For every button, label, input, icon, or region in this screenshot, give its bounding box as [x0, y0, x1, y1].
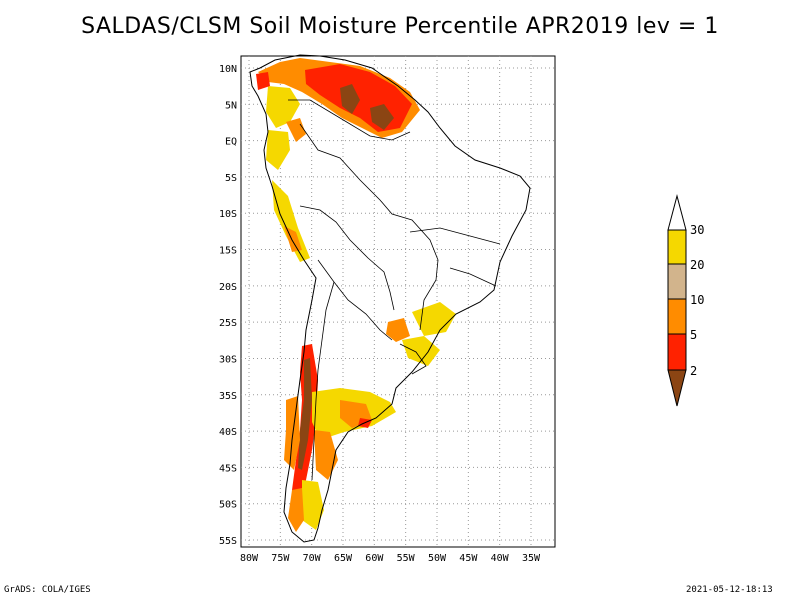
lon-tick-label: 75W [271, 553, 290, 564]
colorbar: 30 20 10 5 2 [667, 194, 704, 407]
lon-tick-label: 55W [397, 553, 416, 564]
lon-tick-label: 40W [491, 553, 510, 564]
lon-tick-label: 65W [334, 553, 353, 564]
lat-tick-label: 45S [219, 463, 237, 474]
lat-tick-label: 40S [219, 427, 237, 438]
colorbar-label-2: 2 [690, 364, 697, 378]
lon-tick-label: 50W [428, 553, 447, 564]
country-borders [288, 99, 501, 481]
lat-tick-label: 5N [225, 100, 237, 111]
lat-tick-label: 55S [219, 536, 237, 547]
colorbar-bin-10 [667, 298, 687, 335]
south-america-outline [249, 54, 531, 543]
lat-tick-label: 15S [219, 246, 237, 257]
lat-tick-label: 20S [219, 282, 237, 293]
colorbar-bin-30 [667, 229, 687, 265]
colorbar-bin-20 [667, 263, 687, 300]
footer-timestamp: 2021-05-12-18:13 [686, 585, 773, 595]
lat-tick-label: 35S [219, 391, 237, 402]
colorbar-label-10: 10 [690, 293, 704, 307]
colorbar-label-20: 20 [690, 258, 704, 272]
colorbar-bin-5 [667, 333, 687, 371]
map-title: SALDAS/CLSM Soil Moisture Percentile APR… [81, 14, 719, 39]
lat-tick-label: 5S [225, 173, 237, 184]
map-frame [240, 55, 556, 548]
colorbar-top-arrow [667, 194, 687, 231]
latitude-labels: 10N 5N EQ 5S 10S 15S 20S 25S 30S 35S 40S 45S 50S 55S [219, 64, 237, 547]
lon-tick-label: 70W [303, 553, 322, 564]
lat-tick-label: EQ [225, 137, 237, 148]
footer-credit: GrADS: COLA/IGES [4, 585, 91, 595]
colorbar-label-30: 30 [690, 223, 704, 237]
lon-tick-label: 35W [522, 553, 541, 564]
soil-moisture-shading [256, 58, 456, 532]
lon-tick-label: 45W [459, 553, 478, 564]
colorbar-label-5: 5 [690, 328, 697, 342]
colorbar-bottom-arrow [667, 369, 687, 407]
longitude-labels: 80W 75W 70W 65W 60W 55W 50W 45W 40W 35W [240, 553, 541, 564]
lat-tick-label: 25S [219, 318, 237, 329]
lon-tick-label: 80W [240, 553, 259, 564]
lat-tick-label: 30S [219, 354, 237, 365]
lon-tick-label: 60W [365, 553, 384, 564]
lat-tick-label: 10N [219, 64, 237, 75]
lat-tick-label: 10S [219, 209, 237, 220]
lat-tick-label: 50S [219, 500, 237, 511]
